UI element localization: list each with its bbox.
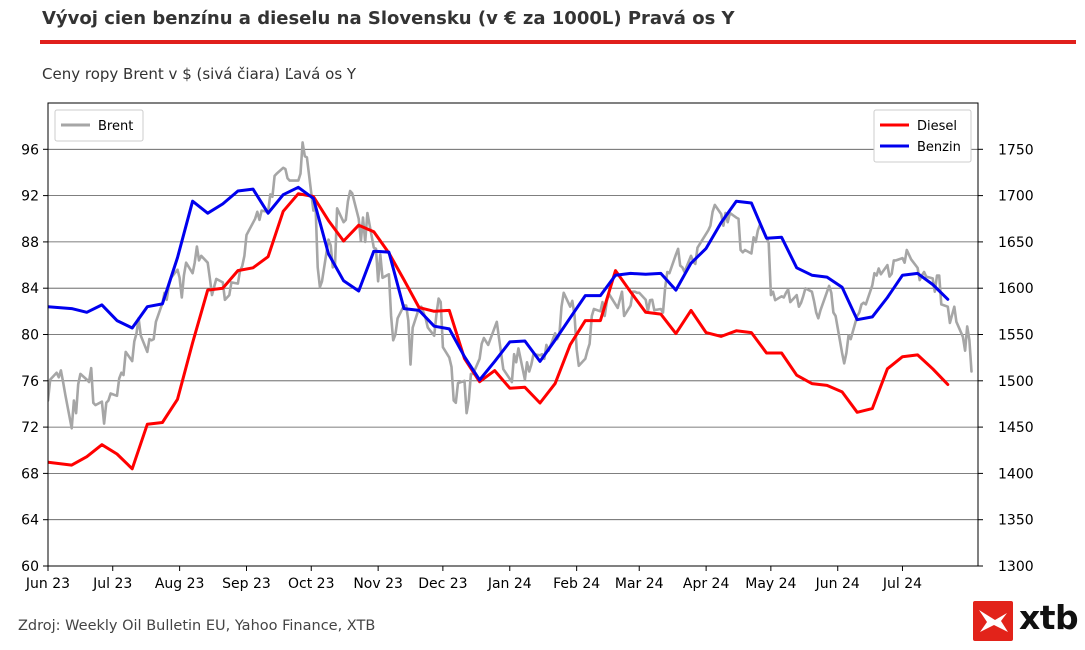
x-tick-label: Dec 23 (418, 576, 467, 592)
x-tick-label: Sep 23 (222, 576, 271, 592)
legend-label-benzin: Benzin (917, 140, 961, 155)
y-left-tick-label: 68 (21, 466, 39, 482)
x-tick-label: Jul 24 (882, 576, 922, 592)
legend-label-brent: Brent (98, 119, 133, 134)
x-tick-label: Feb 24 (553, 576, 600, 592)
x-tick-label: Oct 23 (288, 576, 334, 592)
x-tick-label: Aug 23 (155, 576, 205, 592)
x-tick-label: Mar 24 (615, 576, 664, 592)
y-right-tick-label: 1350 (998, 513, 1034, 529)
y-right-tick-label: 1700 (998, 189, 1034, 205)
y-right-tick-label: 1400 (998, 466, 1034, 482)
legend-label-diesel: Diesel (917, 119, 957, 134)
y-left-tick-label: 60 (21, 559, 39, 575)
y-left-tick-label: 92 (21, 189, 39, 205)
y-left-tick-label: 80 (21, 328, 39, 344)
source-note: Zdroj: Weekly Oil Bulletin EU, Yahoo Fin… (18, 618, 376, 634)
chart-subtitle: Ceny ropy Brent v $ (sivá čiara) Ľavá os… (42, 65, 357, 83)
xtb-logo: xtb (973, 598, 1079, 642)
y-left-tick-label: 76 (21, 374, 39, 390)
xtb-cross-icon (979, 610, 1008, 632)
y-left-tick-label: 96 (21, 142, 39, 158)
y-left-tick-label: 72 (21, 420, 39, 436)
series-line-brent (48, 141, 973, 430)
legends: Brent Diesel Benzin (54, 109, 972, 163)
y-right-tick-label: 1550 (998, 328, 1034, 344)
legend-box (873, 109, 972, 163)
y-right-tick-label: 1500 (998, 374, 1034, 390)
legend-box (54, 109, 144, 142)
y-right-tick-label: 1450 (998, 420, 1034, 436)
x-tick-label: Jul 23 (92, 576, 132, 592)
series-lines (48, 141, 973, 471)
xtb-logo-mark (973, 601, 1013, 641)
x-tick-label: May 24 (745, 576, 796, 592)
chart-title: Vývoj cien benzínu a dieselu na Slovensk… (42, 8, 735, 29)
x-tick-label: Nov 23 (353, 576, 403, 592)
xtb-logo-text: xtb (1019, 598, 1079, 637)
y-right-tick-label: 1300 (998, 559, 1034, 575)
x-tick-label: Jan 24 (487, 576, 532, 592)
y-right-tick-label: 1600 (998, 281, 1034, 297)
y-left-tick-label: 84 (21, 281, 39, 297)
y-left-tick-label: 88 (21, 235, 39, 251)
y-left-tick-label: 64 (21, 513, 39, 529)
axes: 60 64 68 72 76 80 84 88 92 96 1300 1350 1400 1450 1500… (21, 142, 1033, 592)
x-tick-label: Apr 24 (683, 576, 730, 592)
x-tick-label: Jun 24 (815, 576, 860, 592)
title-underline (40, 40, 1076, 44)
y-right-tick-label: 1650 (998, 235, 1034, 251)
y-right-tick-label: 1750 (998, 142, 1034, 158)
line-chart: 60 64 68 72 76 80 84 88 92 96 1300 1350 1400 1450 1500… (21, 102, 1034, 592)
series-line-benzin (48, 185, 950, 382)
grid-lines (48, 148, 978, 521)
series-line-diesel (48, 192, 950, 471)
x-tick-label: Jun 23 (25, 576, 70, 592)
